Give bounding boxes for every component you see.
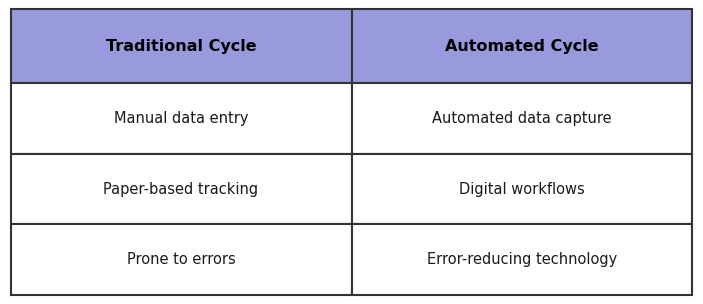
Text: Paper-based tracking: Paper-based tracking xyxy=(103,182,259,197)
Bar xyxy=(11,9,352,83)
Bar xyxy=(352,224,692,295)
Text: Prone to errors: Prone to errors xyxy=(127,252,236,267)
Text: Traditional Cycle: Traditional Cycle xyxy=(105,39,257,54)
Bar xyxy=(352,83,692,154)
Text: Automated data capture: Automated data capture xyxy=(432,111,612,126)
Text: Digital workflows: Digital workflows xyxy=(459,182,585,197)
Bar xyxy=(11,154,352,224)
Text: Manual data entry: Manual data entry xyxy=(114,111,248,126)
Bar xyxy=(11,83,352,154)
Bar xyxy=(11,224,352,295)
Bar xyxy=(352,154,692,224)
Text: Error-reducing technology: Error-reducing technology xyxy=(427,252,617,267)
Bar xyxy=(352,9,692,83)
Text: Automated Cycle: Automated Cycle xyxy=(445,39,599,54)
